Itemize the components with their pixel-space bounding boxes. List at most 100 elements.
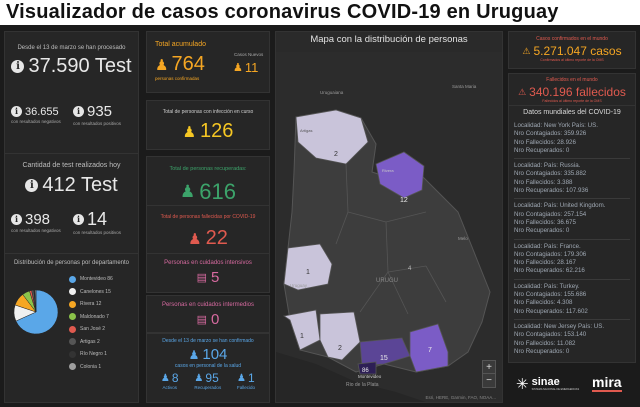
health-staff-header: Desde el 13 de marzo se han confirmado: [162, 338, 254, 344]
map-place-label: Santa Maria: [452, 84, 477, 89]
icu-header: Personas en cuidados intensivos: [164, 260, 252, 266]
person-icon: ♟: [233, 62, 243, 74]
deaths-header: Total de personas fallecidas por COVID-1…: [160, 214, 256, 220]
department-san-jose[interactable]: [319, 311, 361, 361]
department-montevideo[interactable]: [357, 361, 377, 375]
tests-negatives-label: con resultados negativos: [11, 118, 61, 124]
world-entry-fall: Nro Fallecidos: 36.675: [514, 218, 576, 226]
world-entry-loc: Localidad: New York País: US.: [514, 122, 598, 129]
info-icon: i: [11, 60, 25, 73]
pie-slice[interactable]: [34, 289, 37, 313]
accumulated-label: personas confirmadas: [155, 76, 200, 81]
person-icon: ♟: [188, 347, 200, 362]
tests-processed-panel: Desde el 13 de marzo se han procesado i …: [4, 31, 139, 171]
map-place-label: URUGU: [376, 278, 398, 284]
person-icon: ♟: [182, 123, 197, 141]
world-confirmed-value: 5.271.047 casos: [533, 44, 622, 58]
world-entry-rec: Nro Recuperados: 0: [514, 347, 570, 355]
legend-label: Artigas 2: [80, 338, 100, 345]
world-deaths-panel: Fallecidos en el mundo ⚠ 340.196 falleci…: [508, 73, 636, 111]
legend-item[interactable]: Artigas 2: [69, 336, 113, 349]
legend-item[interactable]: Río Negro 1: [69, 348, 113, 361]
zoom-out-button[interactable]: −: [486, 375, 492, 386]
map-count-label: 7: [428, 347, 432, 354]
person-icon: ♟: [194, 372, 204, 384]
world-entry-rec: Nro Recuperados: 117.602: [514, 307, 588, 315]
map-count-label: 12: [400, 197, 408, 204]
legend-label: San José 2: [80, 326, 106, 333]
world-entry-fall: Nro Fallecidos: 28.926: [514, 138, 576, 146]
world-entry[interactable]: Localidad: País: Russia. Nro Contagiados:…: [514, 162, 630, 195]
legend-swatch: [69, 338, 76, 346]
info-icon: i: [73, 106, 84, 117]
department-colonia[interactable]: [282, 309, 321, 351]
legend-item[interactable]: Colonia 1: [69, 361, 113, 374]
world-entry-rec: Nro Recuperados: 107.936: [514, 187, 589, 195]
map-place-label: Uruguay: [290, 283, 308, 288]
map-canvas[interactable]: Uruguaiana Santa Maria Uruguay Rio de la…: [276, 52, 503, 402]
world-entry-loc: Localidad: País: United Kingdom.: [514, 202, 606, 210]
map-count-label: 4: [408, 266, 412, 272]
world-entry-fall: Nro Fallecidos: 28.167: [514, 259, 576, 267]
world-entry-loc: Localidad: País: Turkey.: [514, 282, 580, 290]
legend-item[interactable]: Rivera 12: [69, 298, 113, 311]
world-entry[interactable]: Localidad: País: France. Nro Contagiados:…: [514, 243, 630, 276]
tests-positives-value: 935: [87, 103, 113, 120]
tests-today-positives-value: 14: [87, 209, 108, 229]
world-entry[interactable]: Localidad: New Jersey País: US. Nro Conta…: [514, 323, 630, 356]
staff-active-value: 8: [171, 371, 179, 385]
legend-item[interactable]: Canelones 15: [69, 286, 113, 299]
legend-swatch: [69, 313, 76, 321]
person-icon: ♟: [180, 182, 196, 201]
legend-label: Montevideo 86: [80, 276, 113, 283]
accumulated-header: Total acumulado: [155, 41, 206, 48]
map-place-label: Artigas: [300, 128, 312, 133]
legend-label: Maldonado 7: [80, 313, 109, 320]
world-confirmed-header: Casos confirmados en el mundo: [536, 36, 608, 42]
tests-today-negatives-label: con resultados negativos: [11, 228, 61, 233]
department-maldonado[interactable]: [409, 323, 449, 373]
tests-total: 37.590 Test: [28, 55, 132, 77]
world-entry[interactable]: Localidad: País: United Kingdom. Nro Cont…: [514, 202, 630, 235]
legend-swatch: [69, 288, 76, 296]
new-cases-header: Casos Nuevos: [234, 52, 264, 57]
world-entry-cont: Nro Contagiados: 153.140: [514, 331, 587, 339]
sinae-logo-icon: ✳: [516, 376, 529, 393]
legend-item[interactable]: San José 2: [69, 323, 113, 336]
legend-swatch: [69, 350, 76, 358]
world-confirmed-note: Confirmados al último reporte de la OMS: [540, 58, 604, 62]
department-artigas[interactable]: [295, 109, 369, 165]
world-entry-cont: Nro Contagiados: 155.686: [514, 291, 587, 299]
world-entry-rec: Nro Recuperados: 62.216: [514, 267, 585, 275]
staff-deceased-label: Fallecido: [237, 385, 256, 390]
divider: [514, 238, 630, 240]
legend-label: Canelones 15: [80, 288, 111, 295]
department-canelones[interactable]: [359, 337, 411, 367]
legend-item[interactable]: Maldonado 7: [69, 311, 113, 324]
map-count-label: 86: [362, 368, 369, 374]
person-icon: ♟: [237, 372, 247, 384]
departments-pie-chart[interactable]: [11, 287, 61, 337]
world-entry-cont: Nro Contagiados: 335.882: [514, 170, 587, 178]
divider: [514, 278, 630, 280]
tests-positives-label: con resultados positivos: [73, 121, 122, 126]
world-entry-cont: Nro Contagiados: 257.154: [514, 210, 587, 218]
intermediate-header: Personas en cuidados intermedios: [161, 302, 255, 308]
staff-active-label: Activos: [162, 385, 177, 390]
pie-slice[interactable]: [15, 289, 59, 335]
zoom-in-button[interactable]: +: [483, 361, 495, 374]
world-entry-loc: Localidad: New Jersey País: US.: [514, 322, 605, 330]
world-entry[interactable]: Localidad: New York País: US. Nro Contagi…: [514, 122, 630, 155]
person-icon: ♟: [188, 230, 202, 248]
world-list[interactable]: Localidad: New York País: US. Nro Contagi…: [509, 116, 635, 356]
legend-swatch: [69, 300, 76, 308]
world-entry[interactable]: Localidad: País: Turkey. Nro Contagiados:…: [514, 283, 630, 316]
info-icon: i: [25, 179, 39, 192]
department-rio-negro[interactable]: [283, 243, 333, 291]
department-rivera[interactable]: [375, 151, 425, 199]
legend-item[interactable]: Montevideo 86: [69, 273, 113, 286]
legend-swatch: [69, 363, 76, 371]
tests-today-panel: Cantidad de test realizados hoy i 412 Te…: [4, 153, 139, 271]
legend-swatch: [69, 325, 76, 333]
staff-recovered-value: 95: [205, 371, 219, 385]
